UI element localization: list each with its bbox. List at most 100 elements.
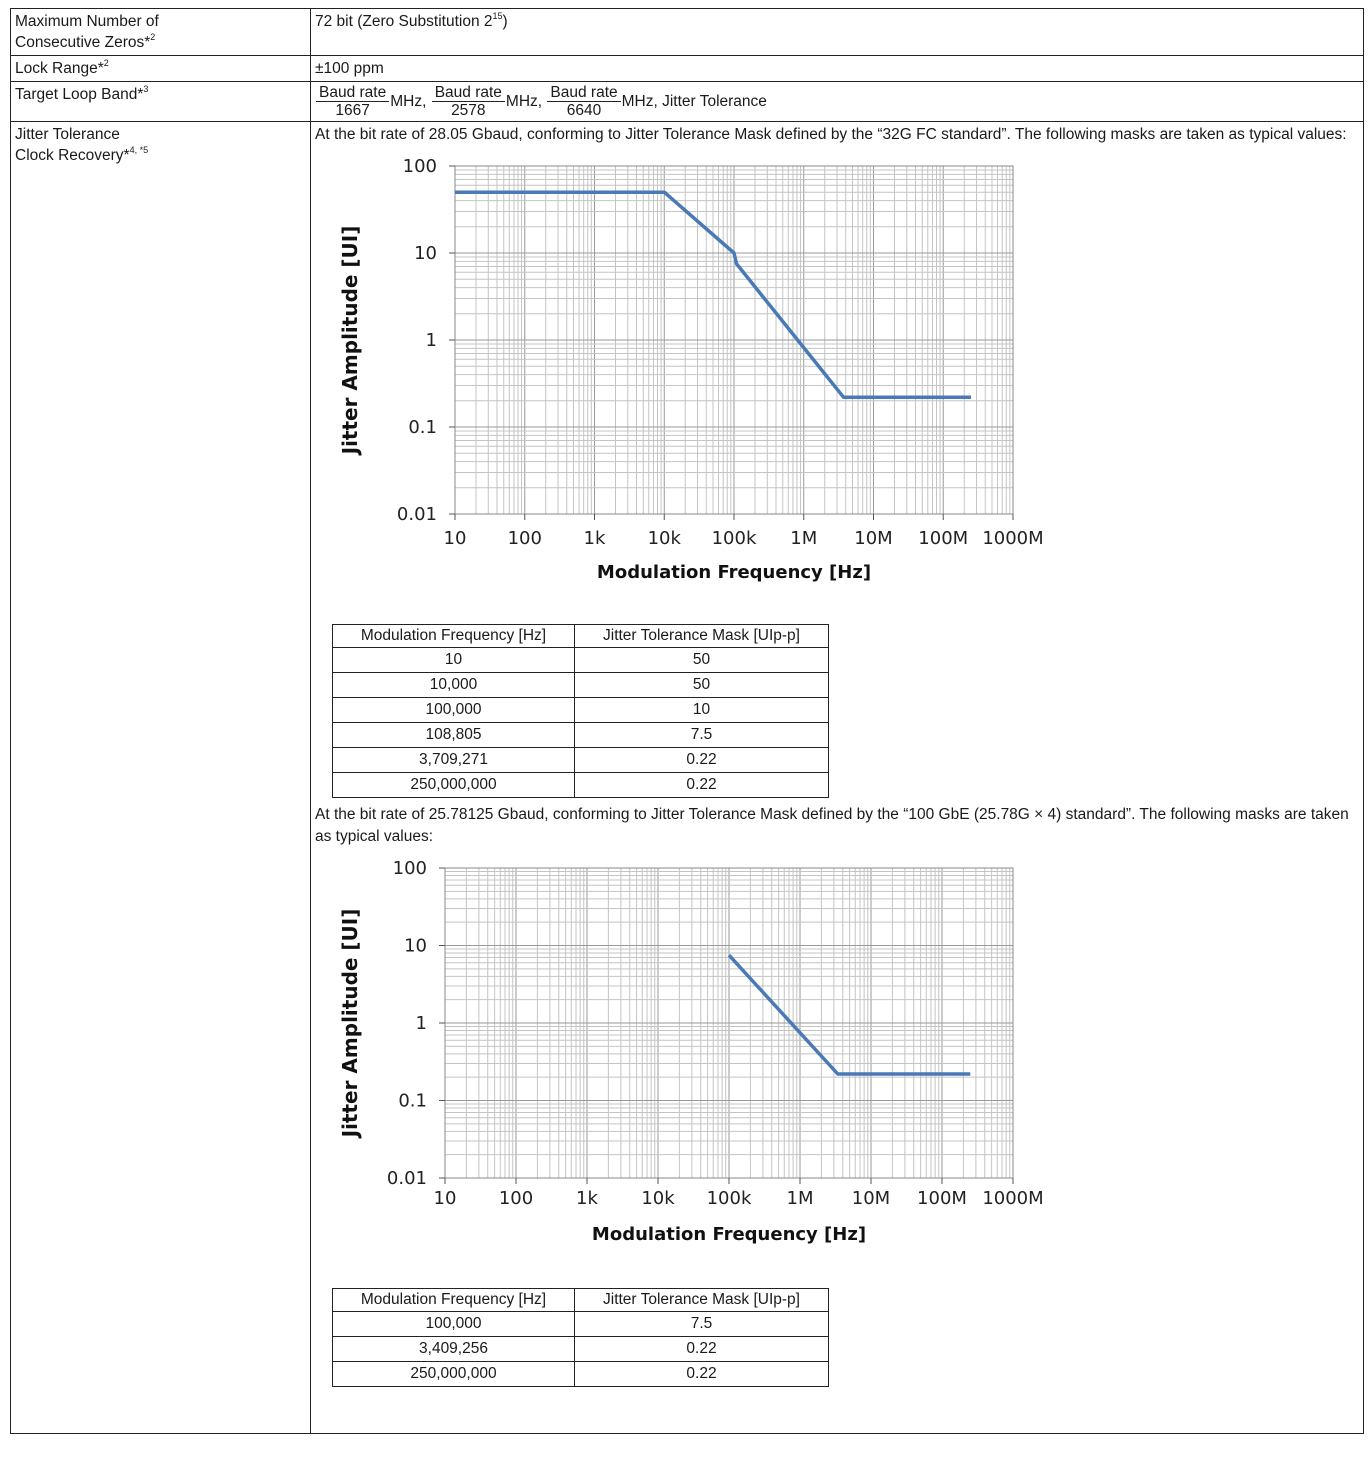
label-target-loop-band: Target Loop Band*3 [10, 81, 311, 122]
x-tick-label: 10M [852, 1188, 890, 1209]
footnote-ref: 2 [150, 32, 156, 42]
cell-mask: 50 [574, 672, 829, 698]
y-tick-label: 0.01 [387, 1168, 427, 1189]
gridlines [444, 868, 1013, 1179]
cell-frequency: 108,805 [332, 722, 575, 748]
value-target-loop-band: Baud rate 1667 MHz, Baud rate 2578 MHz, Ba… [310, 81, 1364, 122]
x-tick-label: 10 [434, 1188, 457, 1209]
label-lock-range: Lock Range*2 [10, 55, 311, 82]
y-axis-label: Jitter Amplitude [UI] [338, 226, 362, 457]
table-row: 3,709,271 0.22 [332, 747, 829, 773]
fraction-1: Baud rate 1667 [316, 84, 390, 119]
x-tick-label: 100k [712, 528, 757, 549]
value-text: 72 bit (Zero Substitution 2 [315, 13, 493, 30]
x-tick-label: 100k [707, 1188, 752, 1209]
y-axis-label: Jitter Amplitude [UI] [338, 909, 362, 1140]
cell-mask: 50 [574, 647, 829, 673]
x-tick-label: 1000M [982, 1188, 1043, 1209]
cell-mask: 0.22 [574, 1361, 829, 1387]
x-axis-label: Modulation Frequency [Hz] [592, 1224, 866, 1245]
column-header-frequency: Modulation Frequency [Hz] [332, 1288, 575, 1312]
unit-text: MHz, [390, 93, 427, 110]
spec-table: Maximum Number of Consecutive Zeros*2 72 … [10, 8, 1364, 1434]
x-tick-label: 1k [576, 1188, 598, 1209]
cell-mask: 0.22 [574, 1336, 829, 1362]
table-row: 250,000,000 0.22 [332, 1361, 829, 1387]
footnote-ref: 4, *5 [129, 145, 149, 155]
y-tick-label: 10 [414, 243, 437, 264]
table-row: 100,000 10 [332, 697, 829, 723]
value-lock-range: ±100 ppm [310, 55, 1364, 82]
numerator: Baud rate [547, 84, 621, 102]
column-header-mask: Jitter Tolerance Mask [UIp-p] [574, 1288, 829, 1312]
row-jitter-tolerance: Jitter Tolerance Clock Recovery*4, *5 At … [10, 121, 1364, 1434]
table-row: 250,000,000 0.22 [332, 772, 829, 798]
label-consecutive-zeros: Maximum Number of Consecutive Zeros*2 [10, 8, 311, 56]
label-line-2: Consecutive Zeros* [15, 34, 151, 51]
value-text-end: ) [502, 13, 508, 30]
x-tick-label: 1000M [982, 528, 1043, 549]
cell-frequency: 3,409,256 [332, 1336, 575, 1362]
footnote-ref: 2 [103, 58, 109, 68]
numerator: Baud rate [431, 84, 505, 102]
jitter-mask-series-line [455, 190, 971, 399]
cell-frequency: 250,000,000 [332, 1361, 575, 1387]
denominator: 2578 [451, 102, 486, 119]
jitter-chart-32g-fc: 100 10 1 0.1 0.01 10 100 1k 10k 100k 1M 10M 100M 1000… [338, 156, 1044, 583]
column-header-mask: Jitter Tolerance Mask [UIp-p] [574, 624, 829, 648]
x-tick-label: 10k [641, 1188, 675, 1209]
x-tick-label: 10 [444, 528, 467, 549]
paragraph-100-gbe: At the bit rate of 25.78125 Gbaud, confo… [315, 806, 1349, 845]
cell-frequency: 100,000 [332, 1311, 575, 1337]
x-tick-label: 10M [854, 528, 892, 549]
cell-mask: 7.5 [574, 722, 829, 748]
cell-frequency: 250,000,000 [332, 772, 575, 798]
mask-table-100-gbe: Modulation Frequency [Hz] Jitter Toleran… [332, 1288, 829, 1387]
cell-mask: 0.22 [574, 747, 829, 773]
value-jitter-tolerance: At the bit rate of 28.05 Gbaud, conformi… [310, 121, 1364, 1434]
table-row: 10,000 50 [332, 672, 829, 698]
mask-table-32g-fc: Modulation Frequency [Hz] Jitter Toleran… [332, 624, 829, 798]
column-header-frequency: Modulation Frequency [Hz] [332, 624, 575, 648]
table-row: 108,805 7.5 [332, 722, 829, 748]
denominator: 1667 [335, 102, 370, 119]
cell-frequency: 100,000 [332, 697, 575, 723]
row-lock-range: Lock Range*2 ±100 ppm [10, 55, 1364, 82]
y-tick-label: 10 [404, 936, 427, 957]
fraction-2: Baud rate 2578 [431, 84, 505, 119]
denominator: 6640 [566, 102, 602, 119]
cell-frequency: 10 [332, 647, 575, 673]
label-jitter-tolerance: Jitter Tolerance Clock Recovery*4, *5 [10, 121, 311, 1434]
jitter-chart-100-gbe: 100 10 1 0.1 0.01 10 100 1k 10k 100k 1M 10M 100M 1000… [338, 858, 1044, 1245]
label-text: Target Loop Band* [15, 86, 144, 103]
x-tick-label: 1k [584, 528, 606, 549]
x-tick-label: 100M [918, 528, 968, 549]
x-tick-label: 100 [508, 528, 542, 549]
y-tick-label: 100 [403, 156, 437, 177]
cell-mask: 10 [574, 697, 829, 723]
cell-frequency: 10,000 [332, 672, 575, 698]
unit-text: MHz, [505, 93, 543, 110]
y-tick-label: 0.1 [398, 1091, 427, 1112]
table-row: 100,000 7.5 [332, 1311, 829, 1337]
x-tick-label: 100M [917, 1188, 967, 1209]
y-tick-label: 100 [393, 858, 427, 879]
fraction-3: Baud rate 6640 [547, 84, 621, 119]
cell-mask: 7.5 [574, 1311, 829, 1337]
y-tick-label: 0.01 [397, 504, 437, 525]
x-axis-label: Modulation Frequency [Hz] [597, 562, 871, 583]
label-line-1: Maximum Number of [15, 13, 159, 30]
table-row: 10 50 [332, 647, 829, 673]
cell-mask: 0.22 [574, 772, 829, 798]
y-tick-label: 1 [426, 330, 437, 351]
y-tick-label: 1 [416, 1013, 427, 1034]
value-consecutive-zeros: 72 bit (Zero Substitution 215) [310, 8, 1364, 56]
x-tick-label: 100 [499, 1188, 533, 1209]
row-target-loop-band: Target Loop Band*3 Baud rate 1667 MHz, Ba… [10, 81, 1364, 122]
x-tick-label: 1M [787, 1188, 814, 1209]
row-consecutive-zeros: Maximum Number of Consecutive Zeros*2 72 … [10, 8, 1364, 56]
x-tick-label: 10k [648, 528, 682, 549]
x-tick-label: 1M [790, 528, 817, 549]
label-line-1: Jitter Tolerance [15, 126, 120, 143]
y-tick-label: 0.1 [408, 417, 437, 438]
